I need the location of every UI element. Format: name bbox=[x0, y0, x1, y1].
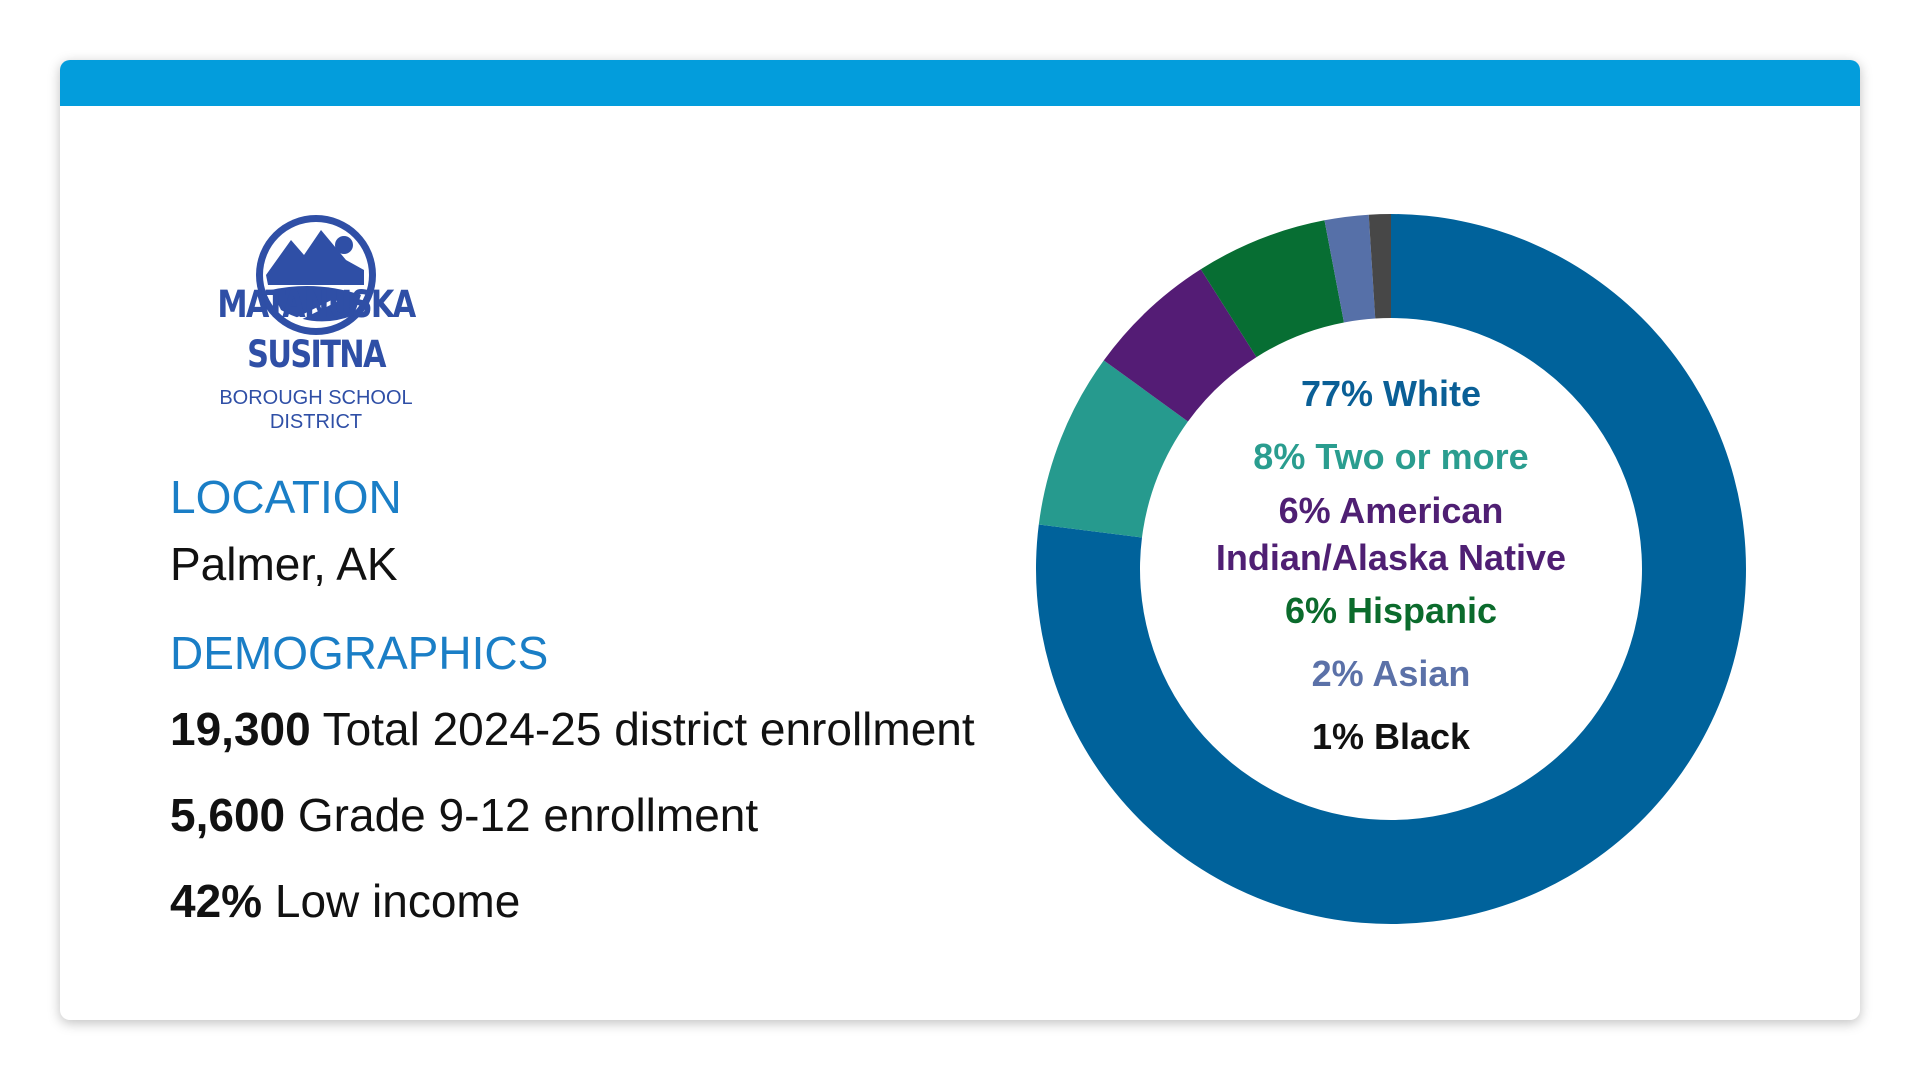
stat-value: 19,300 bbox=[170, 703, 311, 755]
stat-value: 5,600 bbox=[170, 789, 286, 841]
section-heading: DEMOGRAPHICS bbox=[170, 627, 549, 679]
donut-segment bbox=[1038, 360, 1188, 538]
logo-text: MATANUSKA bbox=[217, 283, 416, 326]
donut-segment bbox=[1324, 214, 1376, 323]
logo-text: DISTRICT bbox=[269, 411, 363, 433]
data-label: 8% Two or more bbox=[1253, 436, 1529, 477]
data-label: 1% Black bbox=[1311, 716, 1471, 757]
stat-row: 42% Low income bbox=[170, 874, 520, 928]
stat-row: 5,600 Grade 9-12 enrollment bbox=[170, 788, 758, 842]
section-heading: LOCATION bbox=[170, 471, 402, 523]
stat-label: Grade 9-12 enrollment bbox=[297, 789, 759, 841]
stat-row: 19,300 Total 2024-25 district enrollment bbox=[170, 702, 975, 756]
card: MATANUSKA SUSITNA BOROUGH SCHOOL DISTRIC… bbox=[60, 60, 1860, 1020]
data-label: 6% Hispanic bbox=[1284, 590, 1498, 631]
data-label: 2% Asian bbox=[1311, 653, 1471, 694]
location-text: Palmer, AK bbox=[170, 538, 398, 590]
donut-segment bbox=[1103, 269, 1257, 422]
logo-text: SUSITNA bbox=[247, 333, 386, 376]
donut-chart bbox=[1036, 214, 1746, 924]
donut-segment bbox=[1200, 220, 1344, 358]
donut-segment bbox=[1368, 214, 1391, 319]
data-label: 6% American Indian/Alaska Native bbox=[1215, 490, 1567, 578]
stat-value: 42% bbox=[170, 875, 263, 927]
data-label: 77% White bbox=[1300, 373, 1482, 414]
logo-emblem bbox=[256, 215, 376, 335]
stat-label: Total 2024-25 district enrollment bbox=[322, 703, 975, 755]
header-bar bbox=[60, 60, 1860, 106]
logo-text: BOROUGH SCHOOL bbox=[219, 387, 413, 409]
stat-label: Low income bbox=[274, 875, 521, 927]
donut-segment bbox=[1036, 214, 1746, 924]
